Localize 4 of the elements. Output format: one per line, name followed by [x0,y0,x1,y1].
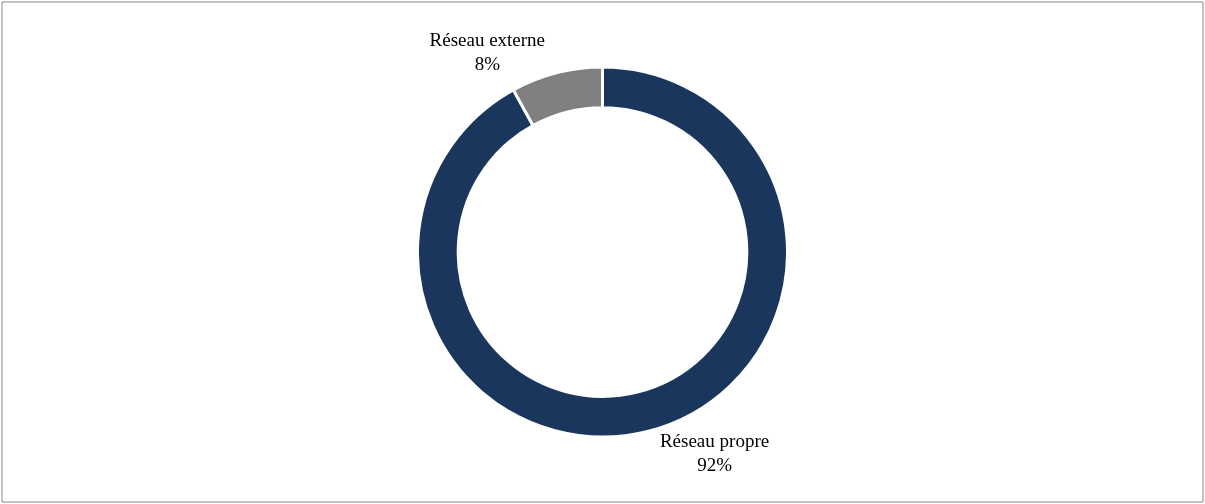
slice-label: Réseau propre [659,429,770,451]
data-label: 8% [474,53,501,75]
data-label: 92% [697,454,733,476]
slice-label: Réseau externe [429,28,546,50]
